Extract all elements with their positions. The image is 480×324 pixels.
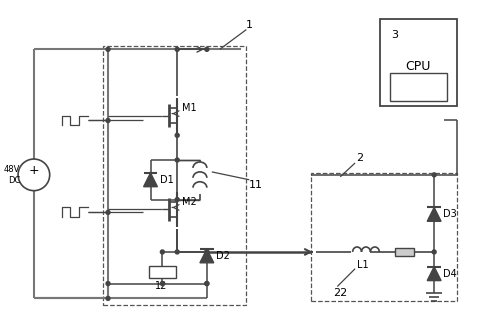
Circle shape: [106, 282, 110, 285]
Circle shape: [106, 47, 110, 51]
Circle shape: [175, 250, 179, 254]
Polygon shape: [200, 249, 213, 263]
Bar: [148, 266, 176, 278]
Circle shape: [431, 250, 435, 254]
Text: 22: 22: [333, 288, 347, 298]
Text: M1: M1: [182, 103, 196, 113]
Text: D3: D3: [442, 209, 456, 219]
Bar: [103, 46, 246, 305]
Text: ADC: ADC: [406, 83, 430, 93]
Circle shape: [175, 158, 179, 162]
Circle shape: [204, 47, 208, 51]
Bar: [379, 19, 456, 106]
Circle shape: [160, 250, 164, 254]
Circle shape: [204, 250, 208, 254]
Text: 3: 3: [390, 29, 397, 40]
Text: 2: 2: [356, 153, 363, 163]
Circle shape: [204, 282, 208, 285]
Circle shape: [106, 210, 110, 214]
Polygon shape: [144, 173, 157, 187]
Text: CPU: CPU: [405, 60, 430, 73]
Bar: [310, 173, 456, 301]
Polygon shape: [426, 207, 440, 221]
Circle shape: [204, 250, 208, 254]
Circle shape: [431, 173, 435, 177]
Circle shape: [106, 119, 110, 122]
Circle shape: [204, 282, 208, 285]
Circle shape: [106, 296, 110, 300]
Text: L1: L1: [357, 260, 368, 270]
Text: 1: 1: [245, 20, 252, 29]
Circle shape: [175, 133, 179, 137]
Bar: [394, 248, 414, 256]
Circle shape: [160, 282, 164, 285]
Text: 11: 11: [249, 180, 263, 190]
Text: 12: 12: [154, 281, 167, 291]
Circle shape: [175, 47, 179, 51]
Text: 48V
DC: 48V DC: [4, 165, 20, 185]
Text: M2: M2: [182, 197, 196, 206]
Text: +: +: [28, 164, 39, 178]
Bar: [389, 73, 446, 101]
Text: D4: D4: [442, 269, 456, 279]
Text: D2: D2: [216, 251, 229, 261]
Circle shape: [175, 198, 179, 202]
Text: D1: D1: [160, 175, 174, 185]
Polygon shape: [426, 267, 440, 281]
